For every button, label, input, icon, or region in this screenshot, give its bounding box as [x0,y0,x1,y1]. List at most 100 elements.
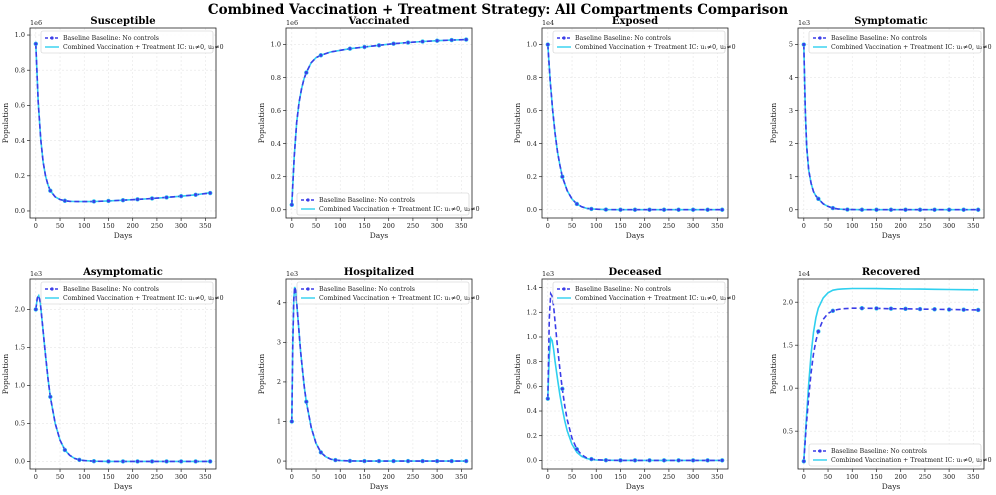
x-tick-label: 300 [175,222,187,230]
y-tick-label: 0 [789,206,793,214]
series-line-combined [547,44,723,211]
legend-box [296,192,470,216]
x-tick-label: 50 [568,473,576,481]
y-tick-label: 2.0 [15,306,25,314]
y-tick-label: 1.5 [15,344,25,352]
legend-label-combined: Combined Vaccination + Treatment IC: u₁≠… [831,457,992,464]
legend-marker-baseline [562,36,566,40]
axes-frame [541,27,729,219]
data-point-baseline [888,306,894,311]
legend: Baseline Baseline: No controls Combined V… [40,30,224,54]
data-point-baseline [874,306,879,311]
data-point-baseline [845,207,850,212]
data-point-baseline [33,307,39,312]
legend-label-baseline: Baseline Baseline: No controls [63,286,159,293]
x-axis-label: Days [114,231,133,240]
data-point-baseline [289,419,295,424]
series-line-combined [291,38,467,205]
series-line-baseline [35,293,211,463]
axes-frame [29,27,217,219]
plot-area [33,41,213,204]
data-point-baseline [961,207,966,212]
y-tick-label: 0.8 [271,74,281,82]
x-axis-label: Days [114,482,133,491]
data-point-baseline [405,40,411,45]
data-point-baseline [946,207,952,212]
data-point-baseline [589,456,594,462]
panel-exposed: 0 50 100 150 200 250 300 350 0.0 0.2 0.4 0.6 0.8 1.0 E… [513,16,736,240]
data-point-baseline [690,207,696,212]
x-tick-label: 100 [846,473,858,481]
y-tick-label: 0.5 [15,420,25,428]
panel-symptomatic: 0 50 100 150 200 250 300 350 0 1 2 3 4 5 Symptomatic Da… [769,16,992,240]
y-tick-label: 2 [277,378,281,386]
data-point-baseline [932,207,937,212]
legend-box [808,443,982,467]
x-tick-label: 300 [943,473,955,481]
data-point-baseline [816,196,821,202]
y-tick-label: 1.0 [271,41,281,49]
panel-title: Susceptible [90,16,155,27]
legend-label-combined: Combined Vaccination + Treatment IC: u₁≠… [575,44,736,51]
data-point-baseline [347,46,353,51]
data-point-baseline [545,42,551,47]
legend-box [552,30,726,54]
data-point-baseline [289,202,295,207]
x-tick-label: 200 [382,473,394,481]
data-point-baseline [463,458,469,464]
data-point-baseline [676,207,681,212]
data-point-baseline [434,458,440,464]
y-tick-label: 0.0 [271,206,281,214]
data-point-baseline [975,207,981,212]
figure-title: Combined Vaccination + Treatment Strateg… [208,2,788,18]
series-line-combined [35,293,211,463]
panel-title: Recovered [862,267,920,278]
y-tick-label: 0.4 [15,137,25,145]
data-point-baseline [618,207,623,212]
data-point-baseline [961,307,966,312]
legend: Baseline Baseline: No controls Combined V… [808,30,992,54]
x-tick-label: 50 [312,473,320,481]
legend: Baseline Baseline: No controls Combined V… [552,281,736,305]
y-tick-label: 0.6 [527,107,537,115]
legend-label-combined: Combined Vaccination + Treatment IC: u₁≠… [63,44,224,51]
data-point-baseline [816,329,821,334]
y-tick-label: 0.4 [527,140,537,148]
legend-box [296,281,470,305]
x-tick-label: 200 [382,222,394,230]
y-tick-label: 0.2 [527,432,537,440]
axes-frame [285,27,473,219]
data-point-baseline [193,192,198,197]
x-tick-label: 350 [711,473,723,481]
data-point-baseline [903,306,908,312]
plot-area [33,293,213,464]
x-tick-label: 350 [199,473,211,481]
legend-marker-baseline [818,36,822,40]
data-point-baseline [661,458,667,463]
data-point-baseline [62,447,68,453]
series-line-baseline [291,38,467,205]
x-tick-label: 350 [967,222,979,230]
x-tick-label: 50 [568,222,576,230]
y-tick-label: 0.6 [527,383,537,391]
y-tick-label: 0.0 [527,457,537,465]
y-tick-label: 1.0 [527,333,537,341]
legend-box [552,281,726,305]
x-tick-label: 150 [870,473,882,481]
y-tick-label: 4 [277,299,281,307]
data-point-baseline [318,450,324,455]
x-tick-label: 200 [638,222,650,230]
legend-label-baseline: Baseline Baseline: No controls [831,35,927,42]
y-tick-label: 0.2 [15,172,25,180]
y-tick-label: 3 [277,339,281,347]
data-point-baseline [705,207,710,212]
axis-multiplier: 1e6 [286,19,298,27]
legend-box [40,281,214,305]
x-tick-label: 150 [358,222,370,230]
data-point-baseline [830,308,836,314]
panel-hospitalized: 0 50 100 150 200 250 300 350 0 1 2 3 4 Hospitalized Da… [257,267,480,491]
x-tick-label: 300 [687,473,699,481]
x-tick-label: 150 [358,473,370,481]
data-point-baseline [106,198,111,204]
